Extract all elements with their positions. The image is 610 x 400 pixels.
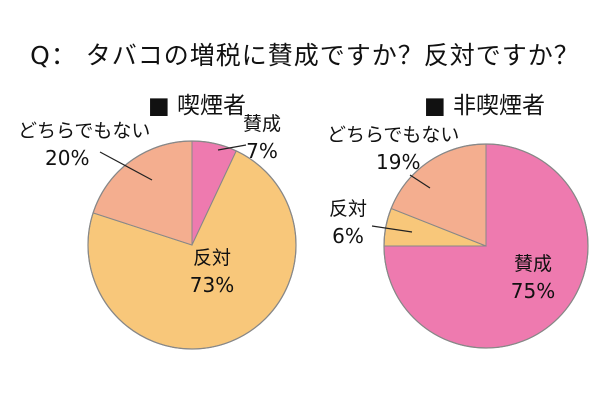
non-smoker-pie-outline xyxy=(383,143,589,349)
smoker-label-oppose: 反対 xyxy=(193,247,231,269)
smoker-leader-support xyxy=(217,144,247,151)
non-smoker-label-neutral: どちらでもない xyxy=(327,124,459,146)
non-smoker-value-neutral: 19% xyxy=(376,150,420,174)
smoker-leader-neutral xyxy=(99,151,153,181)
non-smoker-chart-title: ■ 非喫煙者 xyxy=(424,93,546,119)
page-title: Q： タバコの増税に賛成ですか？反対ですか？ xyxy=(30,41,580,70)
non-smoker-leader-neutral xyxy=(409,174,431,189)
smoker-label-neutral: どちらでもない xyxy=(18,120,150,142)
smoker-label-support: 賛成 xyxy=(243,113,281,135)
smoker-pie xyxy=(87,140,297,350)
non-smoker-label-support: 賛成 xyxy=(514,253,552,275)
smoker-value-neutral: 20% xyxy=(45,146,89,170)
non-smoker-pie xyxy=(383,143,589,349)
non-smoker-leader-oppose xyxy=(371,225,413,233)
smoker-value-support: 7% xyxy=(246,139,278,163)
smoker-chart-title: ■ 喫煙者 xyxy=(148,93,247,119)
non-smoker-value-support: 75% xyxy=(511,279,555,303)
smoker-pie-outline xyxy=(87,140,297,350)
non-smoker-value-oppose: 6% xyxy=(332,224,364,248)
non-smoker-label-oppose: 反対 xyxy=(329,198,367,220)
smoker-value-oppose: 73% xyxy=(190,273,234,297)
